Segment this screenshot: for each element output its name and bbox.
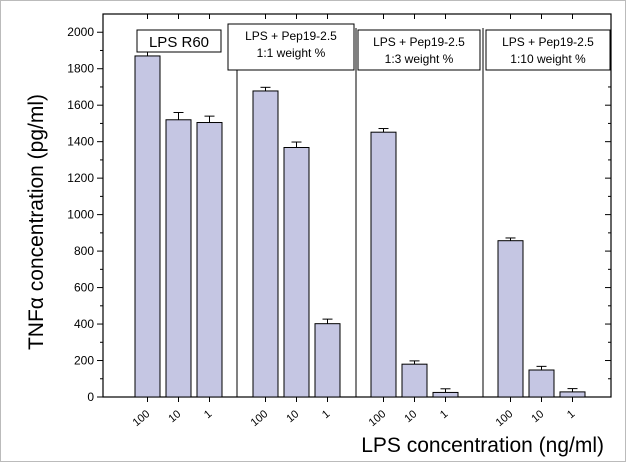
plot-area: 0200400600800100012001400160018002000100…	[67, 13, 612, 429]
y-tick-label: 0	[87, 390, 94, 404]
y-tick-label: 1000	[67, 208, 94, 222]
group-label-box	[227, 23, 355, 71]
group-label-box	[136, 29, 222, 53]
group-label-line2: 1:3 weight %	[385, 52, 454, 66]
group-label-line1: LPS + Pep19-2.5	[502, 35, 594, 49]
bar-10	[401, 363, 428, 398]
bar-10	[283, 147, 310, 398]
plot-frame	[102, 13, 612, 398]
bar-1	[314, 323, 341, 398]
bar-100	[134, 55, 161, 398]
x-axis-title: LPS concentration (ng/ml)	[361, 434, 604, 457]
y-tick-label: 400	[74, 317, 94, 331]
bar-100	[252, 90, 279, 398]
group-label: LPS R60	[149, 34, 209, 51]
bar-10	[528, 369, 555, 398]
y-tick-label: 1800	[67, 62, 94, 76]
group-label-line2: 1:1 weight %	[257, 46, 326, 60]
bar-10	[165, 119, 192, 398]
y-tick-label: 2000	[67, 25, 94, 39]
group-label-line1: LPS + Pep19-2.5	[245, 29, 337, 43]
y-tick-label: 1200	[67, 171, 94, 185]
y-tick-label: 600	[74, 281, 94, 295]
bar-100	[370, 131, 397, 398]
y-axis-title: TNFα concentration (pg/ml)	[25, 94, 48, 350]
group-label-box	[357, 29, 481, 71]
group-label-box	[485, 29, 611, 71]
group-label-line1: LPS + Pep19-2.5	[373, 35, 465, 49]
bar-100	[497, 240, 524, 398]
y-tick-label: 200	[74, 354, 94, 368]
bar-1	[559, 391, 586, 398]
group-label-line2: 1:10 weight %	[510, 52, 586, 66]
bar-1	[196, 122, 223, 398]
bar-1	[432, 391, 459, 398]
y-tick-label: 1400	[67, 135, 94, 149]
y-tick-label: 800	[74, 244, 94, 258]
y-tick-label: 1600	[67, 98, 94, 112]
